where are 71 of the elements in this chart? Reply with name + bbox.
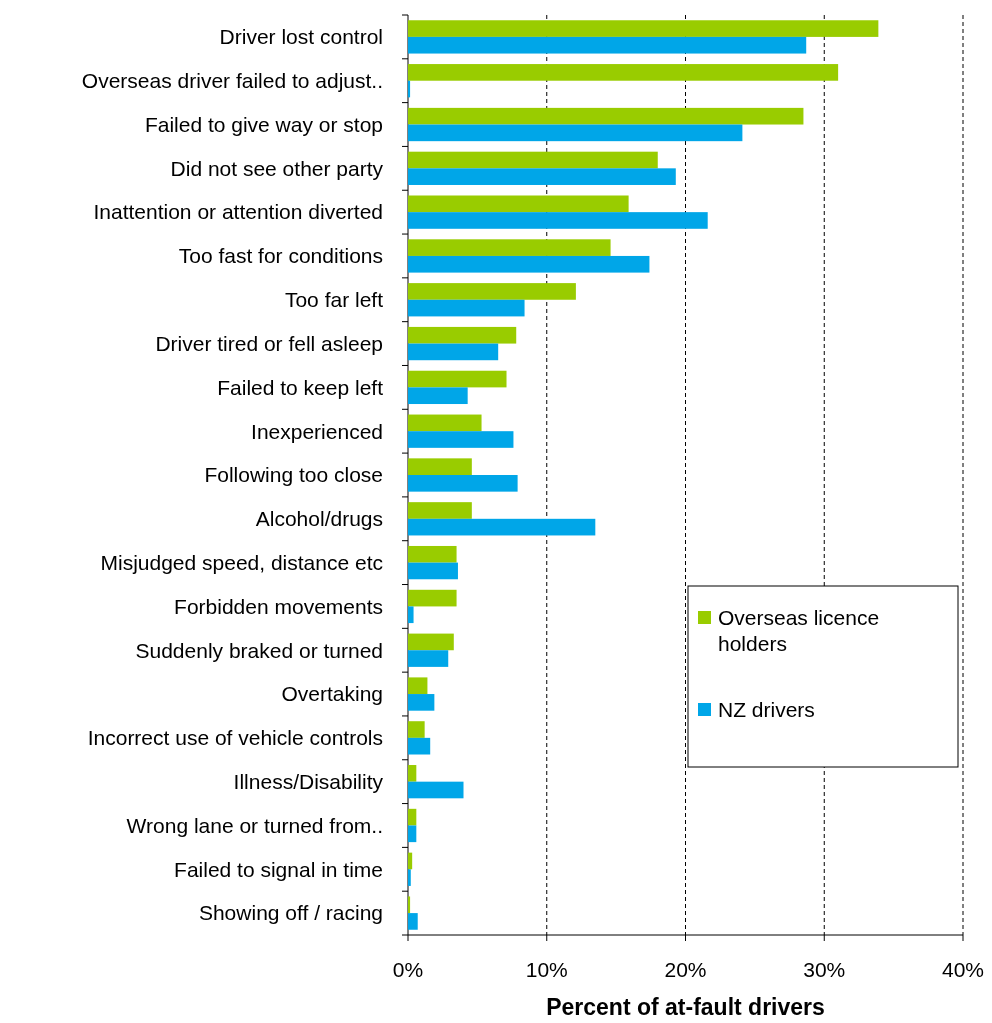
bar bbox=[408, 737, 431, 755]
bar bbox=[408, 20, 879, 37]
bar bbox=[408, 606, 414, 624]
bar bbox=[408, 765, 417, 782]
y-tick-label: Failed to signal in time bbox=[174, 857, 383, 881]
bar bbox=[408, 518, 596, 536]
bar bbox=[408, 913, 418, 930]
y-tick-label: Suddenly braked or turned bbox=[135, 638, 383, 662]
x-tick-label: 40% bbox=[941, 958, 985, 981]
bar bbox=[408, 370, 507, 388]
bar bbox=[408, 124, 743, 142]
y-tick-label: Illness/Disability bbox=[233, 770, 384, 794]
y-tick-label: Overseas driver failed to adjust.. bbox=[81, 69, 383, 93]
bar bbox=[408, 151, 658, 169]
y-tick-label: Following too close bbox=[204, 463, 383, 487]
x-axis-title: Percent of at-fault drivers bbox=[546, 994, 825, 1020]
x-tick-label: 20% bbox=[664, 958, 707, 981]
y-tick-label: Forbidden movements bbox=[174, 594, 383, 618]
bar bbox=[408, 633, 454, 651]
bar bbox=[408, 343, 499, 361]
bar bbox=[408, 545, 457, 563]
bar bbox=[408, 869, 411, 886]
bar bbox=[408, 896, 411, 914]
bar bbox=[408, 562, 458, 580]
x-tick-label: 0% bbox=[392, 958, 424, 981]
y-tick-label: Failed to keep left bbox=[217, 375, 384, 399]
bar bbox=[408, 195, 629, 213]
x-tick-label: 10% bbox=[525, 958, 568, 981]
bar bbox=[408, 36, 807, 54]
y-tick-label: Incorrect use of vehicle controls bbox=[87, 726, 383, 750]
bar bbox=[408, 694, 435, 711]
bar bbox=[408, 414, 482, 432]
bar bbox=[408, 431, 514, 448]
bar bbox=[408, 650, 449, 667]
legend-label: Overseas licence holders bbox=[718, 606, 880, 655]
bar bbox=[408, 326, 517, 344]
bar bbox=[408, 80, 411, 98]
y-tick-label: Driver tired or fell asleep bbox=[155, 331, 383, 355]
bar bbox=[408, 283, 576, 300]
bar bbox=[408, 299, 525, 317]
bar bbox=[408, 589, 457, 607]
bar bbox=[408, 458, 472, 475]
y-tick-label: Inattention or attention diverted bbox=[93, 200, 383, 224]
y-tick-label: Overtaking bbox=[281, 682, 383, 706]
bar bbox=[408, 721, 425, 738]
bar bbox=[408, 107, 804, 125]
bar bbox=[408, 781, 464, 799]
y-tick-label: Did not see other party bbox=[170, 156, 384, 180]
y-tick-label: Driver lost control bbox=[219, 25, 383, 49]
bar bbox=[408, 852, 413, 870]
bar bbox=[408, 475, 518, 492]
y-tick-label: Showing off / racing bbox=[198, 901, 383, 925]
bar bbox=[408, 502, 472, 519]
y-tick-label: Inexperienced bbox=[251, 419, 383, 443]
bar bbox=[408, 239, 611, 256]
bar bbox=[408, 825, 417, 843]
y-tick-label: Too fast for conditions bbox=[178, 244, 383, 268]
x-tick-label: 30% bbox=[803, 958, 846, 981]
y-tick-label: Wrong lane or turned from.. bbox=[126, 813, 383, 837]
legend-label: NZ drivers bbox=[718, 698, 815, 722]
y-tick-label: Too far left bbox=[284, 288, 384, 312]
bar bbox=[408, 255, 650, 273]
y-tick-label: Alcohol/drugs bbox=[255, 507, 383, 531]
bar bbox=[408, 212, 708, 229]
y-tick-label: Misjudged speed, distance etc bbox=[100, 550, 383, 574]
bar bbox=[408, 387, 468, 405]
bar bbox=[408, 168, 676, 185]
y-tick-label: Failed to give way or stop bbox=[144, 112, 383, 136]
bar bbox=[408, 64, 839, 81]
bar bbox=[408, 808, 417, 826]
bar bbox=[408, 677, 428, 695]
